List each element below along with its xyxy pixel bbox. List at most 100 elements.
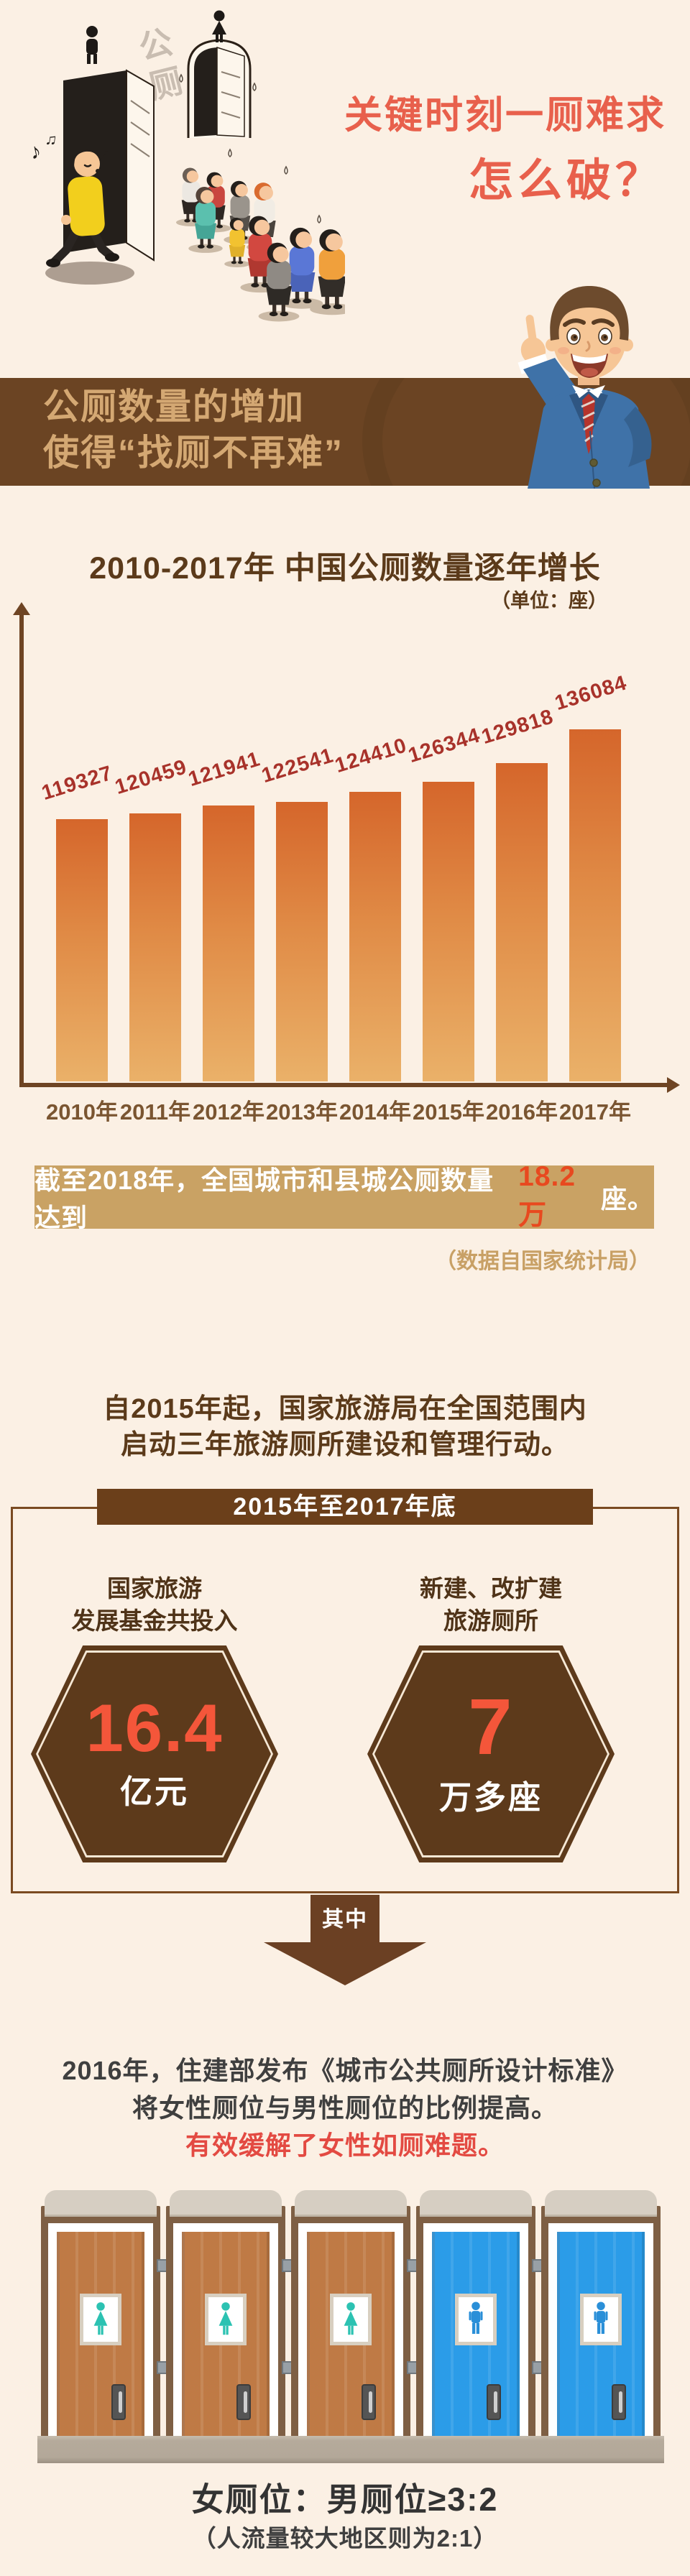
queue-woman-figure: [310, 229, 345, 315]
door-placard: [80, 2294, 121, 2345]
x-axis-tick-label: 2017年: [559, 1099, 631, 1125]
x-axis-tick-label: 2015年: [413, 1099, 484, 1125]
queue-woman-figure: [258, 242, 300, 322]
stall-base: [538, 2436, 664, 2463]
chart-y-axis: [19, 614, 24, 1087]
female-door-icon: [218, 2302, 233, 2335]
built-label-line2: 旅游厕所: [443, 1607, 538, 1634]
built-value: 7: [468, 1683, 514, 1772]
sweat-drops-icon: [179, 73, 321, 223]
stall-base: [37, 2436, 164, 2463]
female-pictogram-icon: [212, 10, 226, 42]
bar-chart: 119327 2010年 120459 2011年 121941 2012年 122541 2…: [0, 0, 690, 1150]
stall-base: [413, 2436, 539, 2463]
pointing-man-illustration: [518, 286, 652, 489]
ratio-note: （人流量较大地区则为2:1）: [192, 2525, 498, 2552]
hero-title-line2: 怎么破？: [468, 156, 664, 206]
stat-hexagon-toilets-built: 7 万多座: [367, 1645, 615, 1862]
hero-title-line1: 关键时刻一厕难求: [344, 94, 666, 137]
stall-roof-cap: [170, 2190, 282, 2217]
chart-x-axis: [19, 1083, 667, 1087]
stall-roof-cap: [295, 2190, 407, 2217]
queue-woman-figure: [188, 186, 223, 253]
queue-woman-figure: [280, 227, 323, 309]
x-axis-tick-label: 2013年: [266, 1099, 338, 1125]
stall-door: [557, 2232, 645, 2437]
stat-text-after: 座。: [600, 1184, 654, 1214]
queue-woman-figure: [224, 217, 250, 267]
bar-2011年: [129, 813, 181, 1081]
x-axis-tick-label: 2011年: [119, 1099, 191, 1125]
investment-label-line2: 发展基金共投入: [71, 1607, 238, 1634]
x-axis-arrow-icon: [667, 1077, 680, 1093]
stat-text-before: 截至2018年，全国城市和县城公厕数量达到: [34, 1165, 494, 1232]
door-handle: [362, 2384, 376, 2420]
door-placard: [330, 2294, 372, 2345]
music-notes-icon: ♪ ♫: [28, 129, 59, 165]
ratio-statement: 女厕位：男厕位≥3:2: [191, 2481, 499, 2518]
queue-woman-figure: [240, 216, 280, 293]
chart-unit-note: （单位：座）: [491, 590, 607, 611]
campaign-intro-line2: 启动三年旅游厕所建设和管理行动。: [120, 1430, 569, 1460]
down-arrow-label: 其中: [310, 1895, 380, 1942]
door-handle: [487, 2384, 501, 2420]
stall-roof-cap: [45, 2190, 157, 2217]
chart-title: 2010-2017年 中国公厕数量逐年增长: [89, 551, 601, 586]
toilet-stall-male: [413, 2190, 543, 2463]
womens-toilet-door: [187, 39, 252, 138]
stall-door: [307, 2232, 395, 2437]
stall-roof-cap: [545, 2190, 657, 2217]
stall-door: [57, 2232, 144, 2437]
data-source-note: （数据自国家统计局）: [435, 1250, 650, 1273]
door-placard: [455, 2294, 497, 2345]
door-handle: [236, 2384, 251, 2420]
stat-banner: 截至2018年，全国城市和县城公厕数量达到 18.2万 座。: [34, 1161, 654, 1232]
male-door-icon: [594, 2302, 608, 2334]
investment-unit: 亿元: [119, 1773, 189, 1811]
x-axis-tick-label: 2012年: [193, 1099, 264, 1125]
bar-2014年: [349, 792, 401, 1081]
female-door-icon: [93, 2302, 108, 2335]
built-label-line1: 新建、改扩建: [420, 1575, 562, 1602]
toilet-stall-female: [162, 2190, 293, 2463]
stall-base: [162, 2436, 289, 2463]
stall-door: [182, 2232, 270, 2437]
bar-2012年: [203, 805, 254, 1081]
toilet-stall-male: [538, 2190, 664, 2463]
x-axis-tick-label: 2016年: [486, 1099, 558, 1125]
stat-highlight: 18.2万: [518, 1161, 576, 1231]
queue-woman-figure: [175, 167, 207, 227]
investment-value: 16.4: [86, 1689, 224, 1765]
queue-of-women: [175, 167, 345, 322]
investment-label-line1: 国家旅游: [107, 1575, 202, 1602]
male-pictogram-icon: [86, 26, 98, 64]
x-axis-tick-label: 2014年: [339, 1099, 411, 1125]
campaign-intro-line1: 自2015年起，国家旅游局在全国范围内: [103, 1394, 587, 1424]
bar-2017年: [569, 729, 621, 1081]
door-handle: [612, 2384, 626, 2420]
standard-line1: 2016年，住建部发布《城市公共厕所设计标准》: [62, 2056, 628, 2085]
stall-roof-cap: [420, 2190, 532, 2217]
door-handle: [111, 2384, 126, 2420]
svg-text:♪: ♪: [28, 139, 44, 164]
toilet-stall-female: [288, 2190, 418, 2463]
standard-line3: 有效缓解了女性如厕难题。: [185, 2130, 505, 2160]
svg-text:♫: ♫: [44, 129, 58, 149]
bar-2010年: [56, 819, 108, 1081]
standard-line2: 将女性厕位与男性厕位的比例提高。: [132, 2093, 558, 2123]
door-placard: [580, 2294, 622, 2345]
stall-door: [432, 2232, 520, 2437]
bar-2013年: [276, 802, 328, 1081]
walking-man-figure: [45, 149, 134, 285]
x-axis-tick-label: 2010年: [46, 1099, 118, 1125]
bar-2015年: [423, 782, 474, 1081]
stall-base: [288, 2436, 414, 2463]
campaign-box-header: 2015年至2017年底: [97, 1489, 593, 1525]
stat-hexagon-investment: 16.4 亿元: [31, 1645, 278, 1862]
female-door-icon: [344, 2302, 358, 2335]
door-placard: [205, 2294, 247, 2345]
banner-line2: 使得“找厕不再难”: [43, 433, 344, 473]
male-door-icon: [469, 2302, 483, 2334]
